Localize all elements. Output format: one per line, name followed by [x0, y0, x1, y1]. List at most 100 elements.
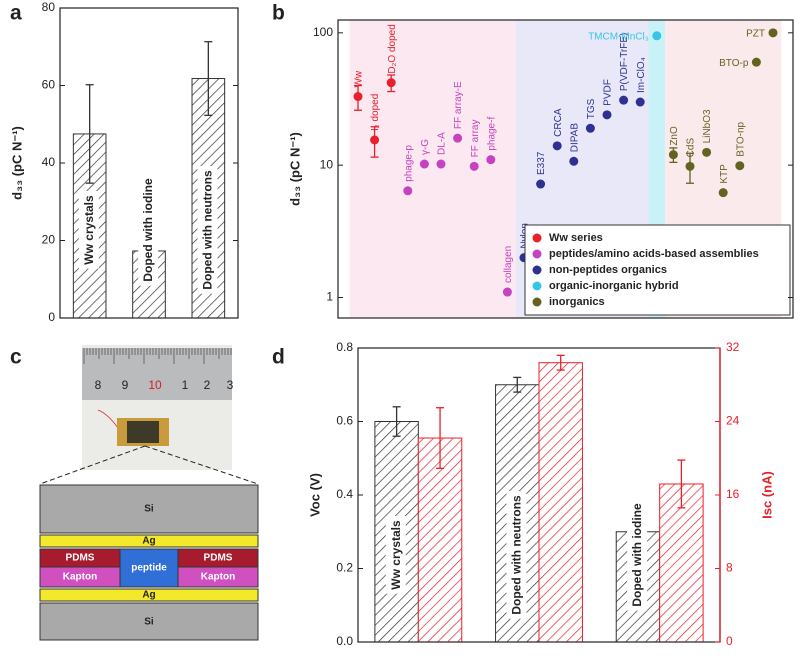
bar-label-bg [627, 499, 648, 611]
bar-label-group: Ww crystals [385, 515, 406, 594]
y-tick-label: 100 [313, 25, 333, 39]
panel-c: c 8 9 10 1 2 3 Si Ag PDMS Kapton peptide… [10, 345, 259, 641]
ruler-number: 3 [227, 378, 234, 392]
y-axis-label: d₃₃ (pC N⁻¹) [287, 132, 302, 206]
panel-label: d [272, 346, 285, 369]
bar [659, 483, 704, 643]
y2-tick-label: 24 [726, 414, 740, 428]
zoom-line [144, 445, 259, 485]
y-axis-label: Voc (V) [307, 473, 322, 517]
point [585, 123, 595, 133]
panel-label: c [10, 346, 22, 369]
point-label: PVDF [603, 79, 614, 106]
point [619, 95, 629, 105]
ruler-number: 2 [204, 378, 211, 392]
point [419, 159, 429, 169]
y-tick-label: 40 [42, 155, 56, 169]
y-tick-label: 0.0 [336, 634, 353, 648]
point-label: TGS [586, 98, 597, 119]
point [569, 156, 579, 166]
point-label: FF array-E [453, 81, 464, 129]
legend-label: organic-inorganic hybrid [549, 280, 679, 292]
y-tick-label: 20 [42, 233, 56, 247]
point [353, 92, 363, 102]
ruler-number: 1 [182, 378, 189, 392]
bar-label-bg [138, 174, 159, 286]
bar [538, 362, 583, 643]
layer-si [39, 484, 259, 534]
legend-marker [532, 249, 542, 259]
point-label: E337 [536, 151, 547, 175]
ruler-number: 9 [122, 378, 129, 392]
point-label: collagen [503, 246, 514, 283]
ruler-ticks [83, 348, 232, 364]
layer-label: peptide [131, 563, 167, 574]
point-label: BTO-np [735, 121, 746, 156]
layer-ag [39, 588, 259, 602]
bar-label: Doped with iodine [630, 503, 644, 607]
point [751, 57, 761, 67]
point [652, 31, 662, 41]
point-label: γ-G [420, 139, 431, 155]
y2-tick-label: 32 [726, 340, 740, 354]
ruler [82, 348, 232, 400]
panel-label: b [272, 2, 285, 25]
bar-label-group: Doped with iodine [138, 174, 159, 286]
bar [417, 437, 463, 643]
group-region [349, 20, 400, 318]
point [735, 161, 745, 171]
layer-label: Kapton [201, 572, 235, 583]
point [718, 188, 728, 198]
legend-label: Ww series [549, 232, 603, 244]
point-label: Ww [354, 70, 365, 87]
layer-label: Ag [142, 590, 155, 601]
legend-marker [532, 281, 542, 291]
bar-label: Ww crystals [389, 520, 403, 590]
point-label: I₂ doped [370, 94, 381, 131]
point [486, 155, 496, 165]
point [403, 186, 413, 196]
legend-label: peptides/amino acids-based assemblies [549, 248, 759, 260]
ruler-number: 8 [95, 378, 102, 392]
legend-marker [532, 297, 542, 307]
point [702, 147, 712, 157]
point [602, 110, 612, 120]
bar-label-bg [385, 515, 406, 594]
zoom-line [39, 445, 146, 485]
y2-tick-label: 8 [726, 561, 733, 575]
bar-label-group: Doped with neutrons [506, 491, 527, 619]
point [685, 161, 695, 171]
y-axis-label: d₃₃ (pC N⁻¹) [9, 126, 24, 200]
bar-label-group: Doped with neutrons [197, 166, 218, 294]
legend-marker [532, 265, 542, 275]
layer-label: PDMS [204, 553, 233, 564]
bar-label-bg [78, 190, 99, 269]
point-label: D₂O doped [387, 24, 398, 73]
legend-label: inorganics [549, 296, 605, 308]
y-tick-label: 0.4 [336, 487, 353, 501]
point-label: TMCM-MnCl₃ [588, 31, 649, 42]
point-label: P(VDF-TrFE) [619, 33, 630, 92]
point-label: PZT [746, 28, 765, 39]
y-tick-label: 60 [42, 78, 56, 92]
point-label: phage-f [486, 117, 497, 151]
y-tick-label: 0.6 [336, 414, 353, 428]
layer-kapton [177, 566, 259, 588]
point [436, 159, 446, 169]
y-tick-label: 10 [320, 157, 334, 171]
y-tick-label: 0.2 [336, 561, 353, 575]
y-tick-label: 0.8 [336, 340, 353, 354]
bar-label-bg [506, 491, 527, 619]
bar-label-group: Ww crystals [78, 190, 99, 269]
y-tick-label: 0 [48, 310, 55, 324]
wire [97, 409, 119, 429]
legend-marker [532, 233, 542, 243]
panel-label: a [10, 2, 22, 25]
bar-label: Doped with iodine [141, 178, 155, 282]
y2-tick-label: 16 [726, 487, 740, 501]
bar-label: Ww crystals [82, 195, 96, 265]
point-label: LiNbO3 [702, 109, 713, 143]
bar-label-group: Doped with iodine [627, 499, 648, 611]
point [370, 135, 380, 145]
